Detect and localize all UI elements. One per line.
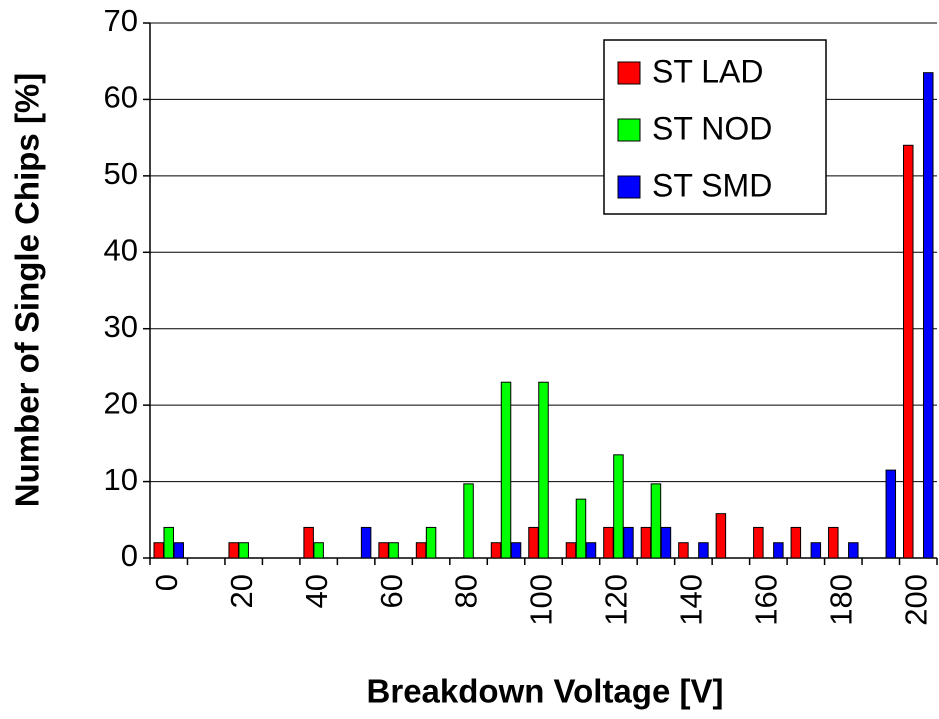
y-tick-label: 70 [104,3,138,38]
bar [500,381,512,559]
bar [790,526,802,559]
legend-label: ST SMD [652,167,772,203]
bar [613,454,624,559]
x-tick-label: 80 [449,574,484,608]
y-tick-label: 30 [104,309,138,344]
x-tick-label: 60 [374,574,409,608]
bar [660,526,672,559]
legend-label: ST LAD [652,53,763,89]
legend-swatch [617,61,641,85]
legend-label: ST NOD [652,110,772,146]
bar [565,542,577,559]
x-axis-label: Breakdown Voltage [V] [367,673,724,710]
bar [490,542,502,559]
bar [923,72,934,559]
bar [303,526,314,559]
bar [510,542,522,559]
bar [903,144,914,559]
bar [575,498,587,559]
legend-box [603,39,827,215]
bar [538,381,549,559]
bar [698,542,709,559]
x-tick-label: 180 [823,574,858,626]
bar [585,542,597,559]
y-axis-label: Number of Single Chips [%] [9,73,46,508]
y-tick-label: 50 [104,156,138,191]
x-tick-label: 200 [898,574,933,626]
bar [173,542,184,559]
bar [773,542,784,559]
bar [650,483,662,559]
bar [885,469,897,559]
bar [163,526,174,559]
x-tick-label: 20 [224,574,259,608]
x-tick-label: 100 [524,574,559,626]
x-tick-label: 160 [749,574,784,626]
bar [528,526,539,559]
legend-swatch [617,118,641,142]
y-tick-label: 60 [104,80,138,115]
bar [153,542,164,559]
bar [715,513,727,559]
bar [848,542,859,559]
x-tick-label: 120 [599,574,634,626]
bar [463,483,474,559]
y-tick-label: 10 [104,462,138,497]
bar [425,526,437,559]
y-tick-label: 0 [121,538,138,573]
x-tick-label: 0 [149,574,184,591]
bar [640,526,652,559]
bar [623,526,634,559]
bar [678,542,689,559]
bar [603,526,614,559]
bar [415,542,427,559]
bar [238,542,249,559]
bar [828,526,839,559]
bar [228,542,239,559]
x-tick-label: 40 [299,574,334,608]
bar [360,526,372,559]
legend-swatch [617,175,641,199]
y-tick-label: 20 [104,385,138,420]
x-tick-label: 140 [674,574,709,626]
bar [378,542,389,559]
bar [753,526,764,559]
y-tick-label: 40 [104,232,138,267]
bar [388,542,399,559]
bar [810,542,822,559]
bar [313,542,324,559]
